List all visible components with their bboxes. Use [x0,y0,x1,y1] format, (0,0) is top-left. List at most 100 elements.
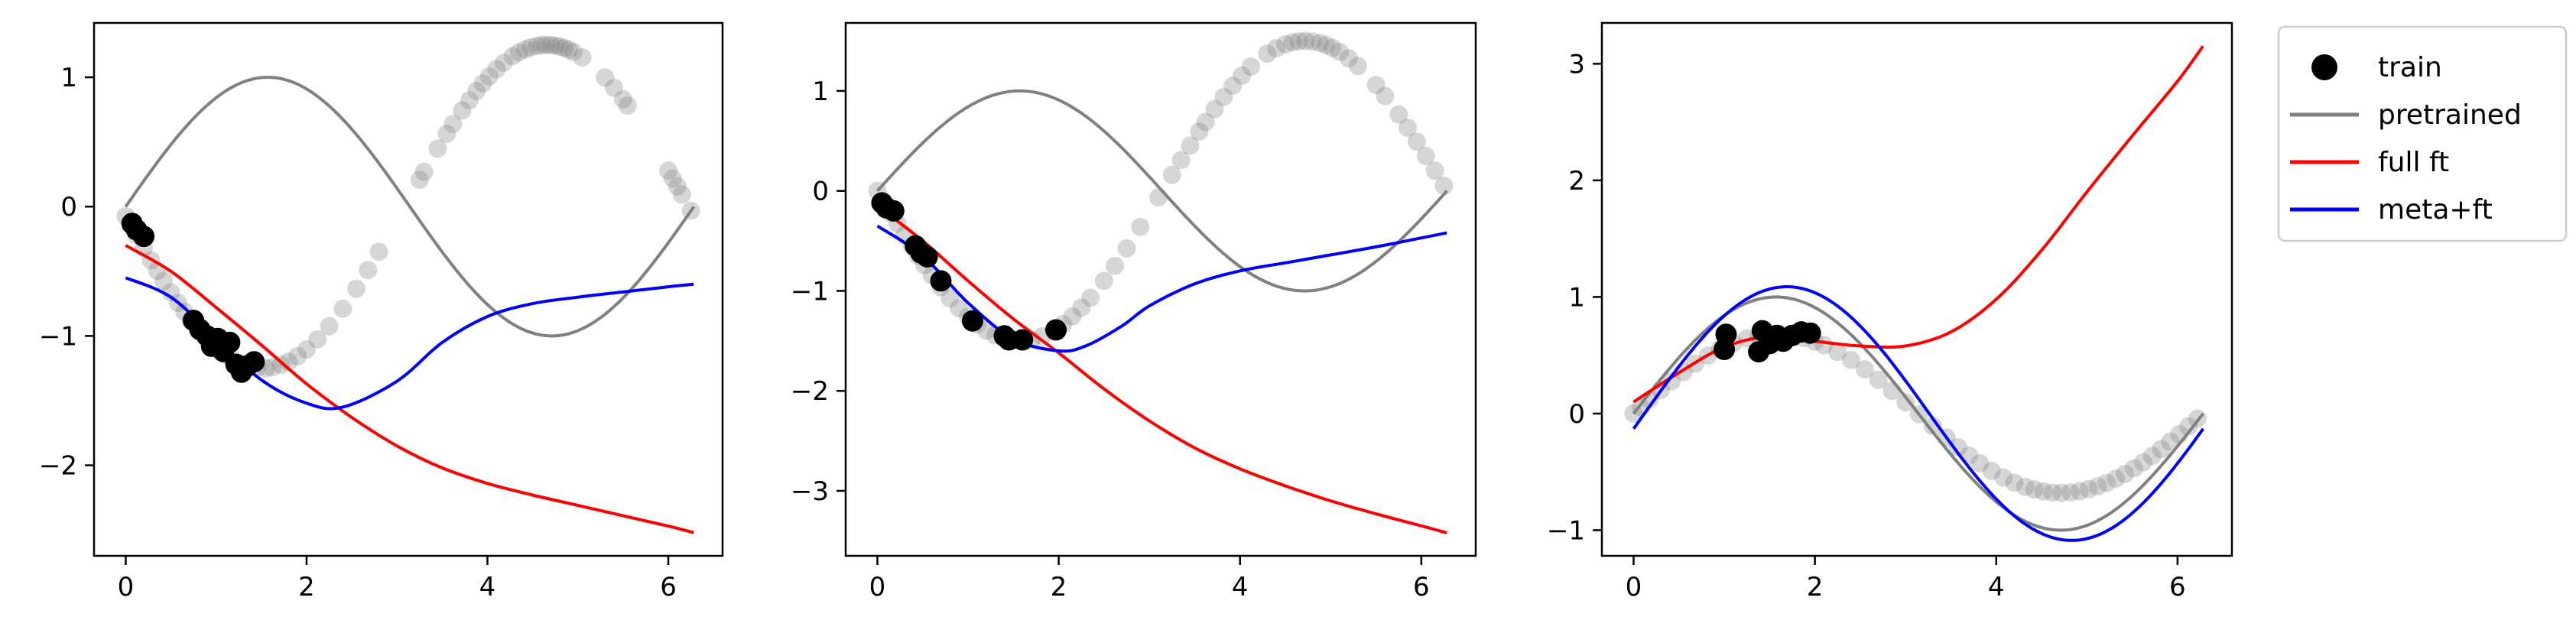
test-point [1948,437,1967,456]
test-point [613,90,632,109]
train-point [243,351,265,373]
test-point [2133,453,2152,472]
test-point [573,48,592,67]
test-point [467,82,486,101]
test-point [1296,31,1315,50]
test-point [1982,461,2001,480]
x-tick-label: 6 [1413,572,1430,602]
test-point [1196,112,1215,132]
test-point [1214,87,1233,106]
test-point [940,289,960,308]
test-point [1662,372,1681,391]
test-point [663,169,682,188]
train-point [1012,329,1034,351]
test-point [1072,298,1091,317]
test-point [453,101,472,120]
test-point [555,38,574,57]
test-point [320,317,339,336]
test-point [2025,480,2044,499]
test-point [437,125,456,144]
test-point [605,78,624,97]
train-point [882,200,905,222]
test-point [410,170,429,190]
test-point [460,91,479,110]
test-point [532,36,551,55]
y-tick-label: 0 [1568,399,1585,430]
test-point [346,279,365,298]
test-point [1223,76,1243,96]
subplot-1: 0 2 4 6 −2 −1 0 1 [39,21,724,602]
train-point [916,246,938,268]
x-tick-label: 2 [1807,572,1824,602]
test-point [1267,39,1286,58]
y-tick-label: 2 [1568,166,1585,196]
test-point [1233,66,1252,85]
y-tick-label: 1 [1568,282,1585,313]
test-point [1289,31,1308,50]
test-point [1276,35,1295,54]
test-point [1330,42,1350,61]
legend-full-ft-label: full ft [2378,147,2449,178]
test-point [414,162,434,181]
test-point [2052,483,2071,502]
test-point [1131,217,1150,236]
test-point [537,35,556,54]
train-point [133,226,155,248]
y-tick-label: −3 [791,476,829,507]
test-point [1081,288,1100,307]
test-point [564,42,583,61]
y-tick-label: −2 [791,376,829,407]
test-point [333,299,352,318]
subplot-3: 0 2 4 6 −1 0 1 2 3 [1547,21,2233,602]
test-point [1737,329,1756,348]
legend-frame [2277,25,2568,242]
train-point [1045,319,1067,341]
subplot-2: 0 2 4 6 −3 −2 −1 0 1 [791,21,1477,602]
x-tick-label: 0 [869,572,886,602]
train-point [1715,323,1737,346]
test-point [2079,479,2098,498]
pretrained-line [876,89,1448,293]
test-point [1317,35,1336,54]
y-tick-label: −2 [39,451,77,482]
plot-area [1624,45,2207,542]
test-point [2070,482,2089,501]
test-point [154,271,174,291]
test-point [1434,176,1454,195]
meta-ft-line [1632,284,2205,542]
test-point [1149,188,1168,207]
test-point [1063,307,1082,326]
test-point [596,68,615,87]
x-tick-label: 2 [1051,572,1067,602]
test-point [308,330,327,349]
test-point [262,358,281,377]
test-point [1205,99,1224,119]
test-point [668,177,687,196]
train-point [219,331,241,353]
test-point [521,37,541,57]
test-point [2107,469,2126,489]
test-point [428,139,447,158]
axes-frame [844,21,1477,557]
axes-frame [1600,21,2233,557]
test-point [659,161,678,180]
y-tick-label: 1 [812,76,829,107]
test-point [1425,161,1444,180]
y-tick-label: 0 [60,192,77,222]
plot-area [116,35,700,534]
test-point [1190,122,1209,141]
y-tick-label: −1 [791,276,829,307]
test-point [1311,34,1330,53]
x-tick-label: 0 [118,572,135,602]
test-point [2179,417,2198,436]
test-point [546,36,565,55]
x-tick-label: 6 [2169,572,2186,602]
meta-ft-line [876,224,1447,353]
axes-frame [93,21,724,557]
test-point [551,37,570,57]
legend-pretrained-label: pretrained [2378,99,2522,131]
y-tick-label: 0 [812,177,829,207]
test-point [2152,440,2171,459]
test-point [1828,343,1847,362]
test-point [1106,256,1125,275]
